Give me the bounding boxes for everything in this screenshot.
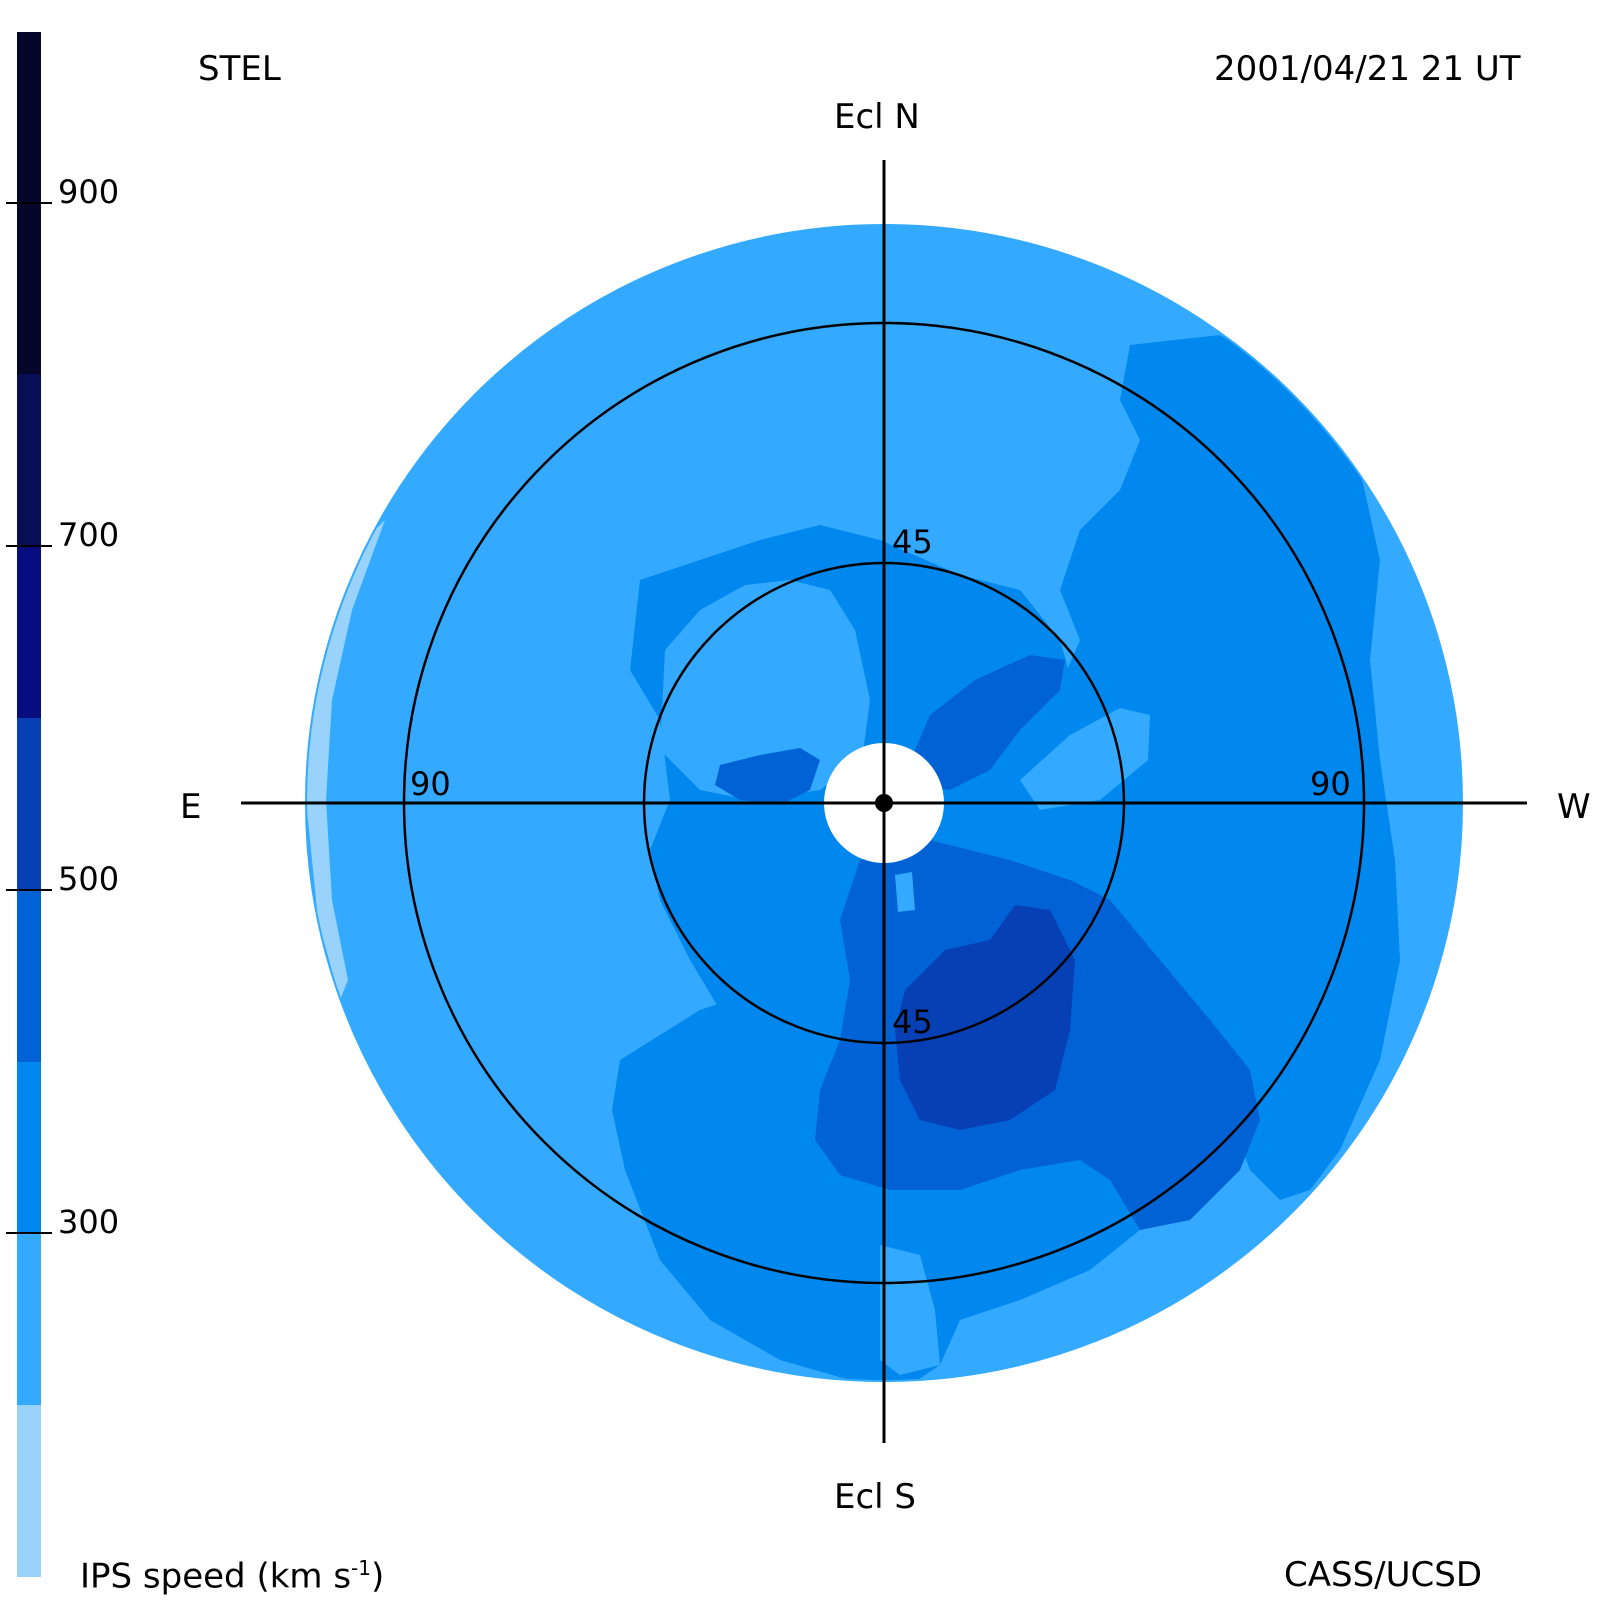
- ring-90-right-label: 90: [1310, 765, 1351, 803]
- colorbar-tick-label-500: 500: [58, 860, 120, 898]
- colorbar: [6, 32, 52, 1577]
- colorbar-bin-2: [17, 1233, 41, 1405]
- credit-label: CASS/UCSD: [1284, 1555, 1483, 1595]
- colorbar-bin-6: [17, 546, 41, 718]
- colorbar-title-end: ): [371, 1556, 385, 1597]
- direction-east-label: E: [180, 787, 202, 827]
- ring-45-top-label: 45: [892, 523, 933, 561]
- direction-south-label: Ecl S: [834, 1477, 917, 1517]
- ring-45-bottom-label: 45: [892, 1003, 933, 1041]
- region-northwest-fast: [1010, 335, 1400, 1200]
- colorbar-title: IPS speed (km s-1): [80, 1558, 384, 1593]
- colorbar-bin-7: [17, 374, 41, 546]
- ring-90-left-label: 90: [410, 765, 451, 803]
- colorbar-tick-label-300: 300: [58, 1203, 120, 1241]
- colorbar-bin-4: [17, 890, 41, 1062]
- region-fastest-south: [895, 905, 1075, 1130]
- colorbar-tick-label-900: 900: [58, 173, 120, 211]
- region-fast-northwest-tongue: [915, 655, 1065, 790]
- sun-center-marker: [875, 794, 893, 812]
- colorbar-tick-label-700: 700: [58, 516, 120, 554]
- region-fast-east-tongue: [715, 748, 820, 805]
- region-slow-west-patch: [1020, 708, 1150, 810]
- colorbar-title-main: IPS speed (km s: [80, 1556, 352, 1597]
- direction-north-label: Ecl N: [834, 97, 920, 137]
- region-slow-south-sliver: [895, 872, 915, 912]
- colorbar-bin-1: [17, 1405, 41, 1577]
- region-southeast-medium: [612, 990, 1150, 1381]
- observatory-label: STEL: [198, 49, 281, 89]
- direction-west-label: W: [1557, 787, 1591, 827]
- region-slow-south-notch: [880, 1245, 940, 1375]
- colorbar-title-superscript: -1: [351, 1556, 371, 1580]
- timestamp-label: 2001/04/21 21 UT: [1214, 49, 1521, 89]
- colorbar-bin-5: [17, 718, 41, 890]
- colorbar-bin-3: [17, 1062, 41, 1233]
